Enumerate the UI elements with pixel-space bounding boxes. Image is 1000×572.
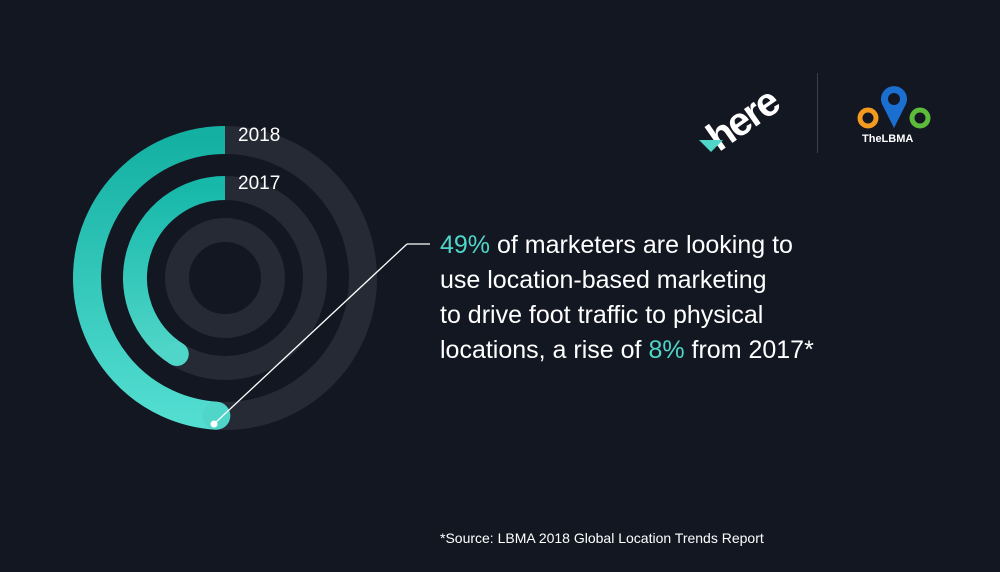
here-logo: here bbox=[699, 79, 788, 156]
lbma-pin-icon bbox=[881, 86, 907, 128]
callout-line bbox=[213, 243, 408, 425]
lbma-pin-hole bbox=[888, 93, 900, 105]
arc-end-cap-2017 bbox=[164, 341, 189, 366]
arc-end-cap-2018 bbox=[202, 401, 231, 430]
arc-2017 bbox=[123, 176, 226, 365]
headline-text-4a: locations, a rise of bbox=[440, 336, 649, 364]
headline-text-1: of marketers are looking to bbox=[490, 231, 793, 259]
headline-increase: 8% bbox=[648, 336, 685, 364]
lbma-logo bbox=[857, 86, 931, 129]
headline: 49% of marketers are looking to use loca… bbox=[440, 228, 860, 368]
lbma-green-ring bbox=[909, 107, 931, 129]
headline-text-2: use location-based marketing bbox=[440, 266, 767, 294]
headline-value: 49% bbox=[440, 231, 491, 259]
lbma-logo-text: TheLBMA bbox=[862, 133, 914, 145]
track-ring bbox=[165, 218, 285, 338]
lbma-orange-ring bbox=[857, 107, 879, 129]
logo-divider bbox=[817, 73, 818, 153]
here-logo-triangle bbox=[699, 140, 723, 152]
headline-text-3: to drive foot traffic to physical bbox=[440, 301, 764, 329]
year-label-2018: 2018 bbox=[238, 125, 281, 146]
source-note: *Source: LBMA 2018 Global Location Trend… bbox=[440, 530, 764, 546]
arc-2018 bbox=[73, 126, 226, 430]
callout-dot bbox=[210, 420, 218, 428]
year-label-2017: 2017 bbox=[238, 173, 281, 194]
headline-text-4b: from 2017* bbox=[684, 336, 814, 364]
